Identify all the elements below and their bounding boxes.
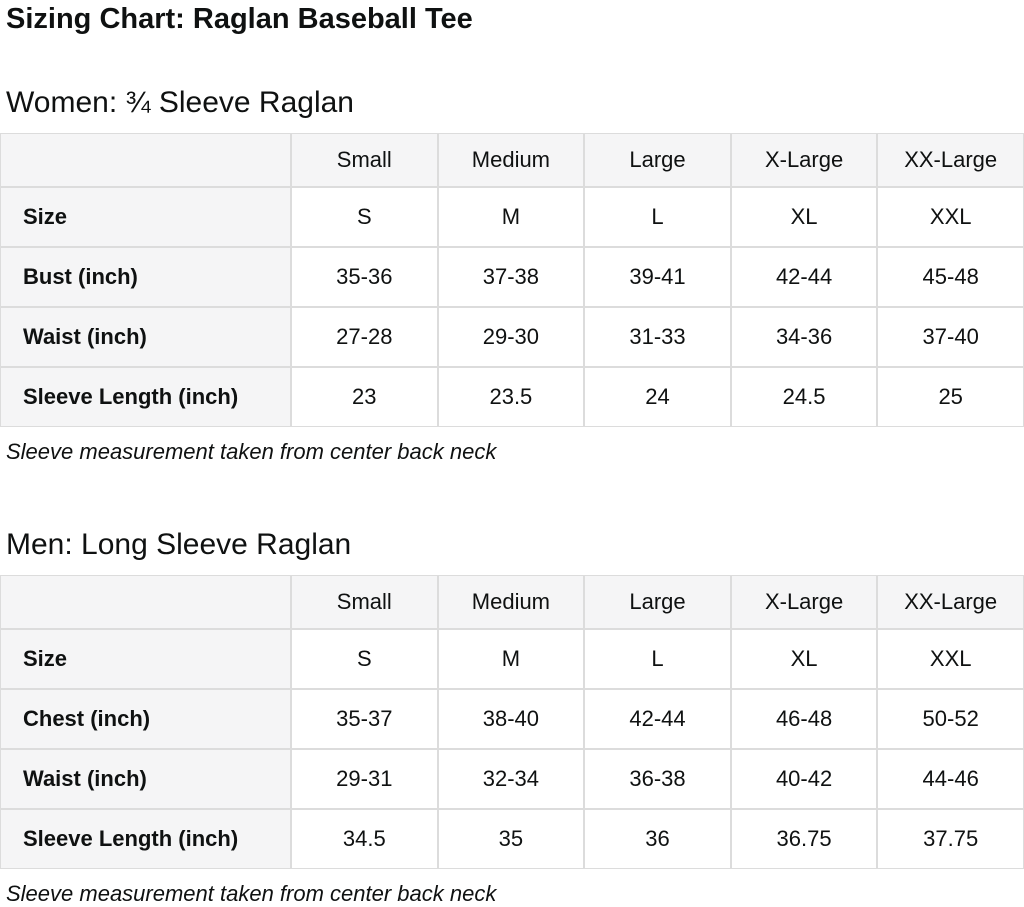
measurement-cell: 40-42 xyxy=(730,749,878,809)
row-label-chest: Chest (inch) xyxy=(0,689,291,749)
women-size-table: Small Medium Large X-Large XX-Large Size… xyxy=(0,133,1024,427)
measurement-cell: 29-31 xyxy=(291,749,438,809)
measurement-cell: 23.5 xyxy=(437,367,585,427)
measurement-cell: 32-34 xyxy=(437,749,585,809)
column-header-large: Large xyxy=(584,133,731,187)
measurement-cell: 37-38 xyxy=(437,247,585,307)
measurement-cell: 25 xyxy=(877,367,1024,427)
row-label-sleeve-length: Sleeve Length (inch) xyxy=(0,809,291,869)
men-header-row: Small Medium Large X-Large XX-Large xyxy=(0,575,1024,629)
size-cell: XXL xyxy=(877,187,1024,247)
measurement-cell: 42-44 xyxy=(584,689,731,749)
column-header-small: Small xyxy=(291,133,438,187)
measurement-cell: 35 xyxy=(437,809,585,869)
measurement-cell: 31-33 xyxy=(584,307,731,367)
measurement-cell: 44-46 xyxy=(877,749,1024,809)
row-label-size: Size xyxy=(0,187,291,247)
corner-cell xyxy=(0,133,291,187)
column-header-xlarge: X-Large xyxy=(730,575,878,629)
measurement-cell: 46-48 xyxy=(730,689,878,749)
measurement-cell: 50-52 xyxy=(877,689,1024,749)
column-header-medium: Medium xyxy=(437,575,585,629)
table-row-size: Size S M L XL XXL xyxy=(0,629,1024,689)
women-header-row: Small Medium Large X-Large XX-Large xyxy=(0,133,1024,187)
page-title: Sizing Chart: Raglan Baseball Tee xyxy=(6,3,473,35)
section-heading-women: Women: ¾ Sleeve Raglan xyxy=(6,86,354,119)
measurement-cell: 37-40 xyxy=(877,307,1024,367)
section-heading-men: Men: Long Sleeve Raglan xyxy=(6,528,352,561)
column-header-large: Large xyxy=(584,575,731,629)
table-row-waist: Waist (inch) 29-31 32-34 36-38 40-42 44-… xyxy=(0,749,1024,809)
measurement-cell: 42-44 xyxy=(730,247,878,307)
row-label-waist: Waist (inch) xyxy=(0,749,291,809)
measurement-cell: 36 xyxy=(584,809,731,869)
measurement-cell: 23 xyxy=(291,367,438,427)
table-note-men: Sleeve measurement taken from center bac… xyxy=(6,881,497,906)
size-cell: XXL xyxy=(877,629,1024,689)
measurement-cell: 29-30 xyxy=(437,307,585,367)
table-row-sleeve-length: Sleeve Length (inch) 34.5 35 36 36.75 37… xyxy=(0,809,1024,869)
men-size-table: Small Medium Large X-Large XX-Large Size… xyxy=(0,575,1024,869)
column-header-xxlarge: XX-Large xyxy=(877,575,1024,629)
row-label-bust: Bust (inch) xyxy=(0,247,291,307)
measurement-cell: 24.5 xyxy=(730,367,878,427)
size-cell: XL xyxy=(730,187,878,247)
table-row-sleeve-length: Sleeve Length (inch) 23 23.5 24 24.5 25 xyxy=(0,367,1024,427)
row-label-sleeve-length: Sleeve Length (inch) xyxy=(0,367,291,427)
measurement-cell: 24 xyxy=(584,367,731,427)
table-row-bust: Bust (inch) 35-36 37-38 39-41 42-44 45-4… xyxy=(0,247,1024,307)
size-cell: S xyxy=(291,187,438,247)
size-cell: L xyxy=(584,187,731,247)
size-cell: M xyxy=(437,629,585,689)
measurement-cell: 35-37 xyxy=(291,689,438,749)
measurement-cell: 45-48 xyxy=(877,247,1024,307)
size-cell: L xyxy=(584,629,731,689)
size-cell: M xyxy=(437,187,585,247)
table-row-waist: Waist (inch) 27-28 29-30 31-33 34-36 37-… xyxy=(0,307,1024,367)
measurement-cell: 36.75 xyxy=(730,809,878,869)
size-cell: XL xyxy=(730,629,878,689)
column-header-xxlarge: XX-Large xyxy=(877,133,1024,187)
column-header-medium: Medium xyxy=(437,133,585,187)
column-header-xlarge: X-Large xyxy=(730,133,878,187)
table-row-size: Size S M L XL XXL xyxy=(0,187,1024,247)
size-cell: S xyxy=(291,629,438,689)
measurement-cell: 35-36 xyxy=(291,247,438,307)
corner-cell xyxy=(0,575,291,629)
measurement-cell: 38-40 xyxy=(437,689,585,749)
column-header-small: Small xyxy=(291,575,438,629)
measurement-cell: 34.5 xyxy=(291,809,438,869)
measurement-cell: 36-38 xyxy=(584,749,731,809)
measurement-cell: 39-41 xyxy=(584,247,731,307)
row-label-waist: Waist (inch) xyxy=(0,307,291,367)
measurement-cell: 27-28 xyxy=(291,307,438,367)
table-note-women: Sleeve measurement taken from center bac… xyxy=(6,439,497,464)
table-row-chest: Chest (inch) 35-37 38-40 42-44 46-48 50-… xyxy=(0,689,1024,749)
row-label-size: Size xyxy=(0,629,291,689)
measurement-cell: 34-36 xyxy=(730,307,878,367)
measurement-cell: 37.75 xyxy=(877,809,1024,869)
